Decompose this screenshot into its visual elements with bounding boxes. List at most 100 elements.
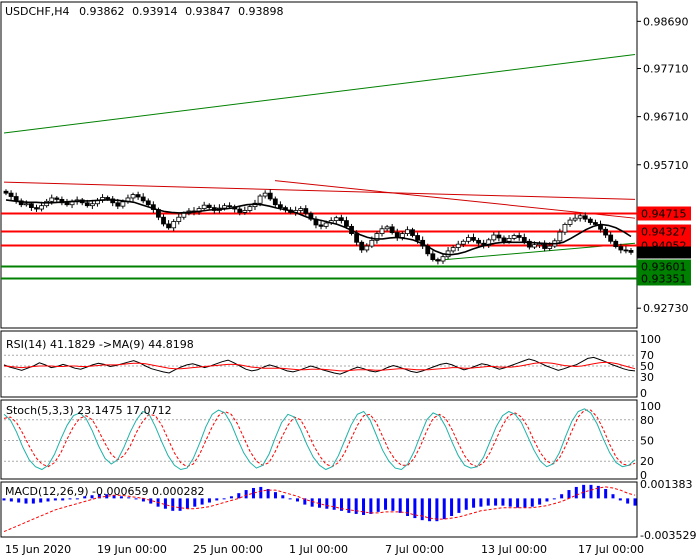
bull-candle [262,192,268,197]
macd-histogram-bar [112,495,116,499]
rsi-tick-label: 0 [640,387,647,400]
bull-candle [455,243,461,248]
resistance-level-tag [637,206,691,221]
macd-histogram-bar [171,498,175,511]
bear-candle [587,218,593,223]
resistance-level-tag-label: 0.94327 [641,226,687,239]
price-header: USDCHF,H4 0.93862 0.93914 0.93847 0.9389… [5,5,284,18]
moving-average [5,199,632,256]
resistance-level-tag-label: 0.94715 [641,208,687,221]
stoch-lines [3,408,636,471]
macd-histogram-bar [31,498,35,504]
trendlines [3,54,636,262]
bull-candle [39,205,44,210]
macd-signal-line [3,486,636,533]
current-price-label: 0.93898 [641,247,687,260]
bull-candle [562,224,568,233]
macd-histogram-bar [398,498,402,513]
macd-histogram-bar [347,498,351,513]
bear-candle [272,198,278,206]
stoch-tick-label: 100 [640,400,661,413]
red-descending-trendline [274,180,636,219]
bull-candle [323,222,329,227]
macd-histogram-bar [163,498,167,509]
rsi-tick-label: 50 [640,360,654,373]
red-upper-trendline [3,181,636,200]
macd-histogram-bar [237,493,241,499]
bear-candle [603,228,608,236]
x-tick-label: 19 Jun 00:00 [97,543,167,556]
bear-candle [526,240,532,248]
bull-candle [171,221,177,229]
x-tick-label: 13 Jul 00:00 [481,543,547,556]
macd-histogram-bar [75,498,79,500]
bull-candle [440,256,446,262]
macd-histogram-bar [516,498,520,508]
macd-histogram-bar [486,498,490,506]
x-tick-label: 17 Jul 00:00 [578,543,644,556]
macd-histogram-bar [318,498,321,508]
bear-candle [166,223,172,229]
macd-histogram-bar [560,494,564,499]
macd-histogram-bar [442,498,446,520]
macd-histogram-bar [494,498,498,506]
macd-histogram-bar [369,498,373,514]
macd-histogram-bar [552,498,556,500]
horizontal-levels[interactable] [1,212,637,280]
macd-histogram-bar [17,498,21,503]
macd-tick-label: -0.003529 [640,529,696,542]
bear-candle [613,240,619,247]
bull-candle [572,217,578,221]
macd-histogram-bar [435,498,439,522]
stoch-tick-label: 20 [640,455,654,468]
bear-candle [115,202,121,207]
bull-candle [567,219,573,225]
bear-candle [628,250,634,253]
price-tick-label: 0.95710 [643,159,689,172]
macd-histogram-bar [332,498,336,510]
bear-candle [410,229,415,236]
current-price-tag [637,246,691,259]
support-level-tag [637,271,691,286]
rsi-title: RSI(14) 41.1829 ->MA(9) 44.8198 [6,338,194,351]
bull-candle [577,215,583,219]
bear-candle [582,215,588,220]
price-panel-frame [0,1,638,329]
bear-candle [516,235,522,238]
time-axis: 15 Jun 2020 19 Jun 00:00 25 Jun 00:00 1 … [5,543,644,556]
macd-histogram-bar [567,490,571,499]
bear-candle [267,192,273,200]
stoch-main-line [3,408,636,471]
macd-panel-frame [0,481,638,538]
macd-histogram-bar [354,498,358,514]
macd-histogram-bar [244,490,248,499]
bear-candle [135,194,141,198]
macd-histogram-bar [428,498,432,522]
macd-histogram-bar [303,498,307,505]
rsi-ma-line [3,361,636,372]
macd-tick-label: 0.001383 [640,478,693,491]
macd-histogram-bar [141,498,145,502]
macd-histogram-bar [618,498,622,501]
bear-candle [593,222,598,225]
bull-candle [176,216,182,222]
macd-histogram-bar [229,496,233,499]
macd-histogram-bar [68,498,72,500]
rsi-tick-label: 70 [640,349,654,362]
bear-candle [359,241,365,251]
bear-candle [161,216,166,225]
macd-histogram-bar [325,498,329,509]
macd-histogram-bar [376,498,380,512]
support-level-tag-label: 0.93601 [641,261,687,274]
rsi-tick-label: 100 [640,333,661,346]
bear-candle [303,208,309,214]
macd-histogram-bar [281,495,285,499]
bear-candle [277,204,283,208]
level-tags[interactable]: 0.947150.943270.940520.936010.933510.938… [637,206,691,286]
macd-histogram-bar [222,498,226,500]
macd-histogram-bar [406,498,410,517]
open-value: 0.93862 [79,5,125,18]
macd-histogram-bar [127,497,131,499]
macd-histogram-bar [420,498,424,521]
